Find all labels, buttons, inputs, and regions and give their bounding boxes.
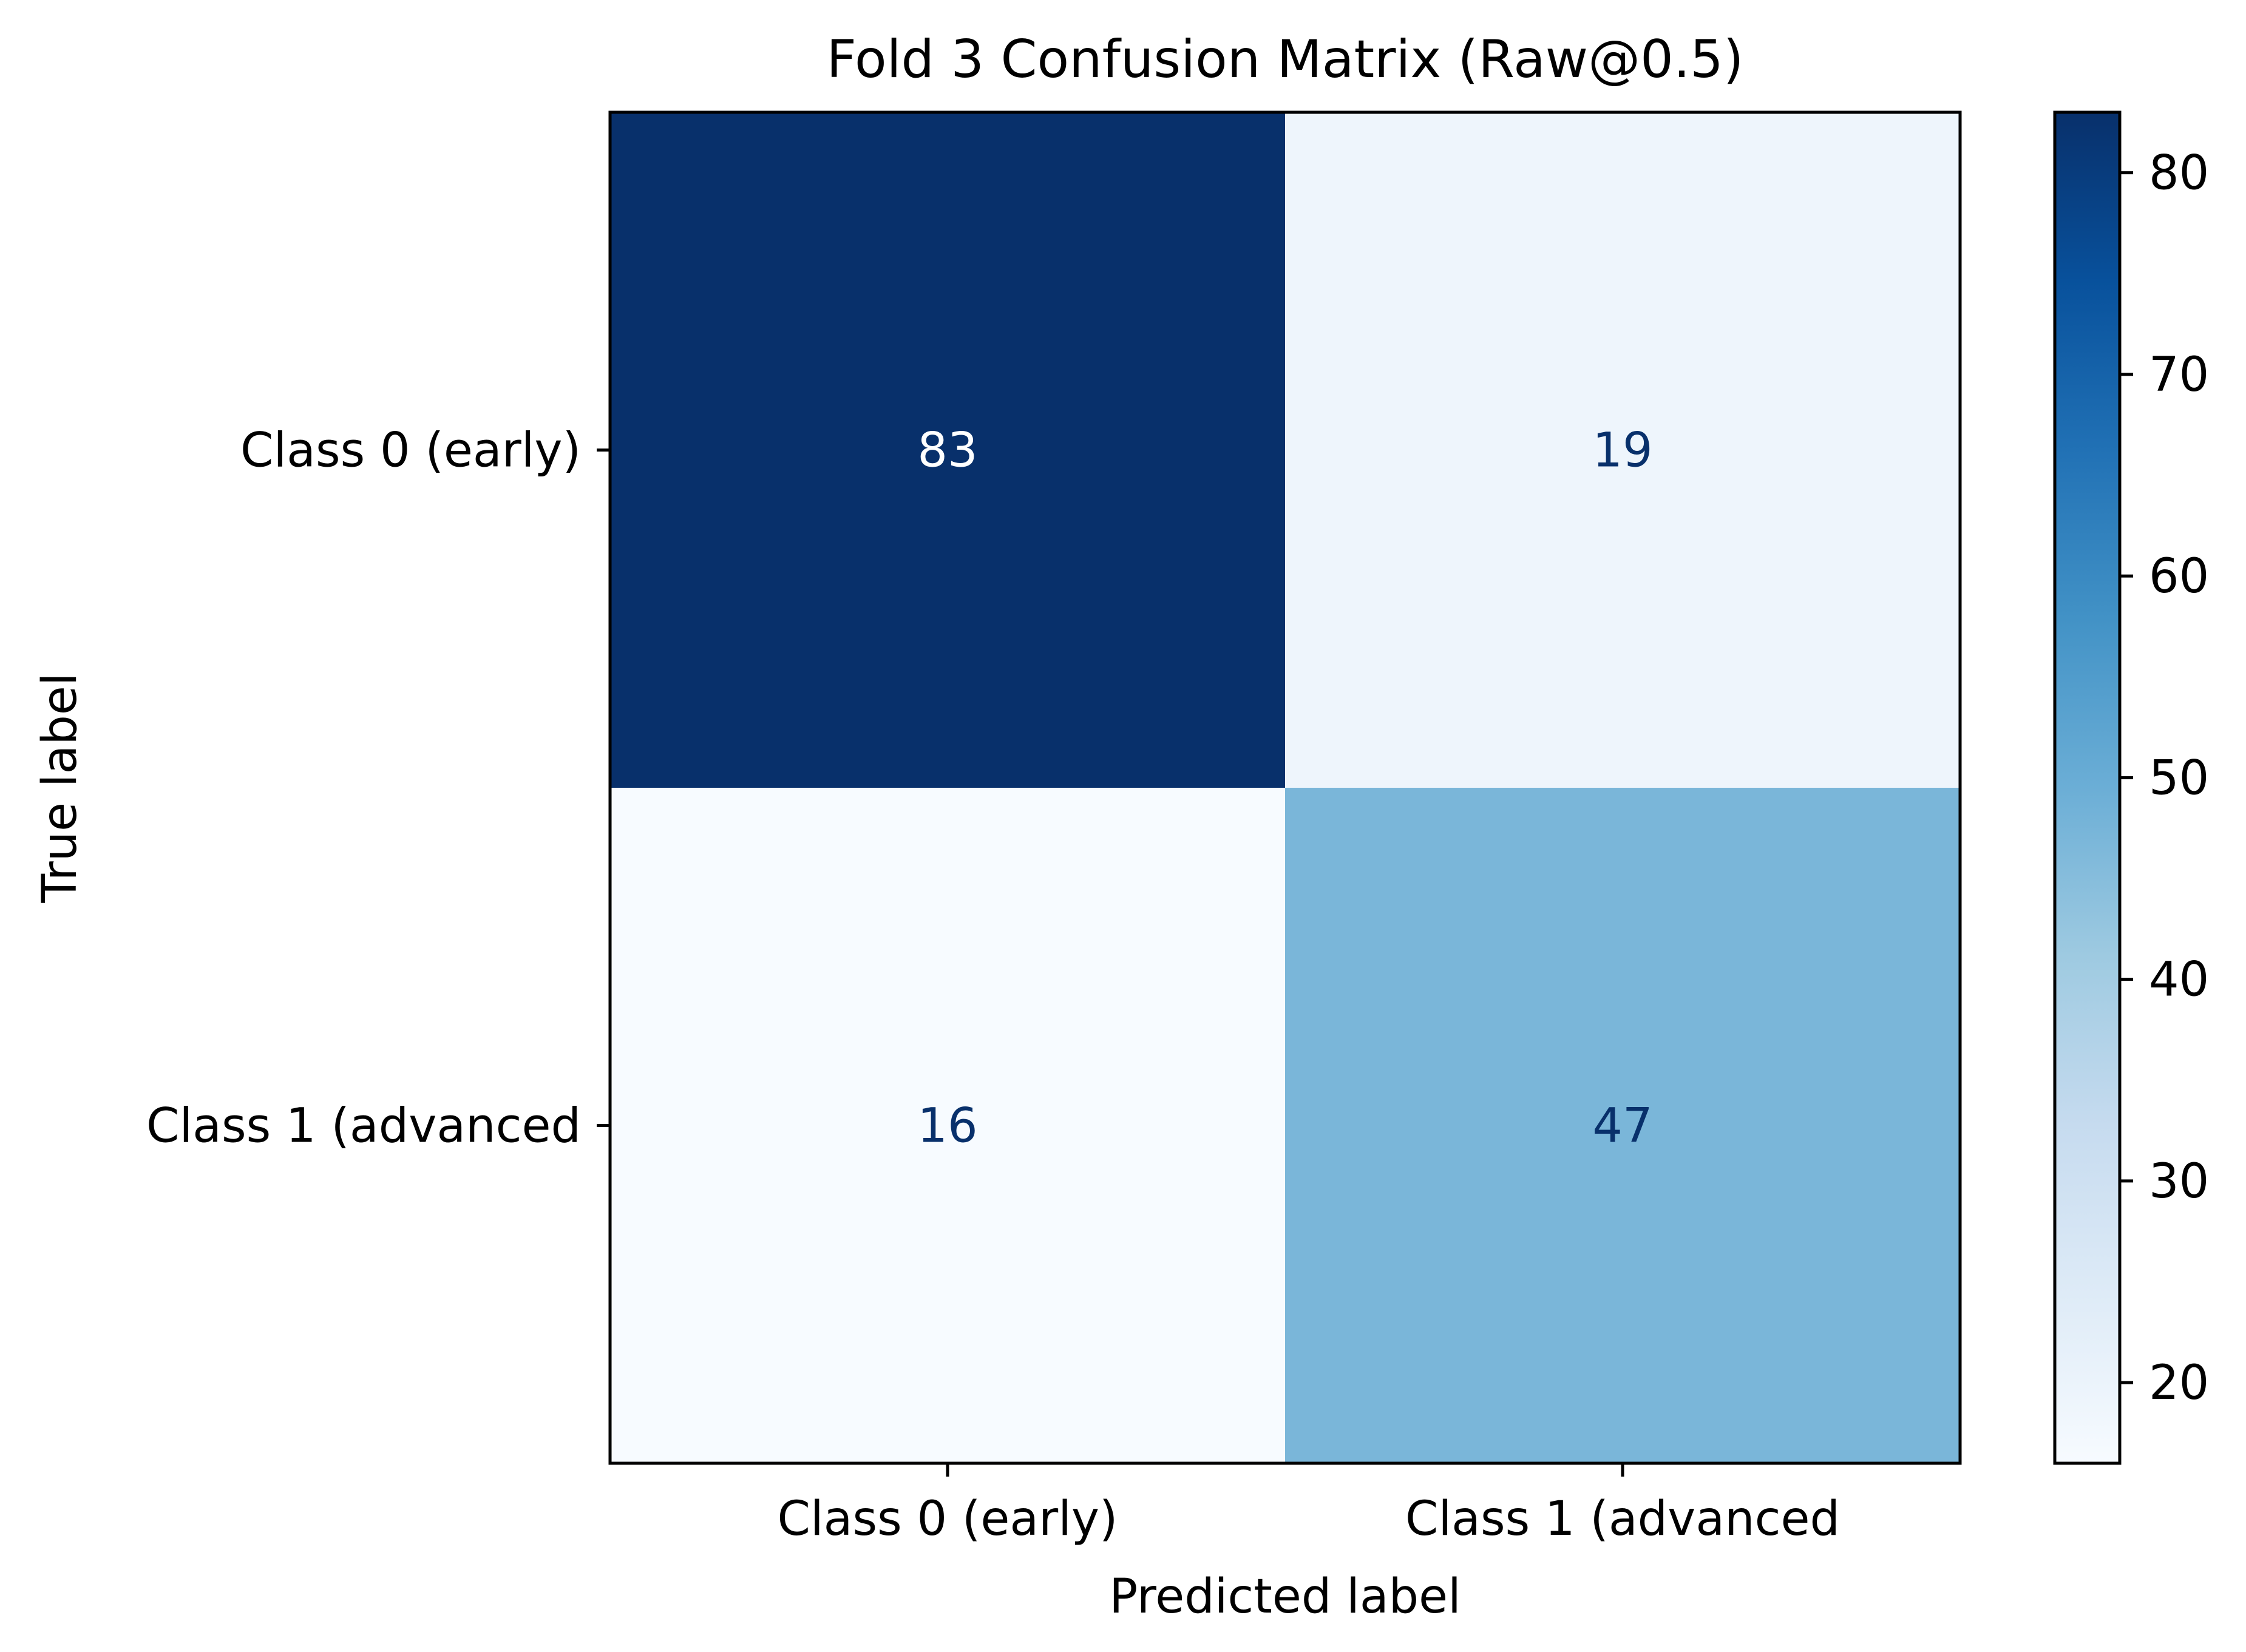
colorbar-tick-label: 60 [2149, 549, 2209, 604]
colorbar-tick-label: 70 [2149, 348, 2209, 402]
colorbar-tick-label: 20 [2149, 1356, 2209, 1410]
x-axis-label: Predicted label [1109, 1569, 1461, 1624]
y-tick-label: Class 0 (early) [240, 424, 581, 478]
plot-frame [608, 110, 1962, 1465]
cell-value-label: 83 [917, 424, 977, 478]
matrix-cells [610, 112, 1961, 1464]
y-tick-label: Class 1 (advanced [146, 1099, 581, 1154]
cell-value-label: 19 [1592, 424, 1652, 478]
cell-value-label: 47 [1592, 1099, 1652, 1154]
matrix-cell-labels: 83 19 16 47 [917, 424, 1652, 1154]
x-axis-ticks: Class 0 (early) Class 1 (advanced [778, 1463, 1840, 1546]
colorbar-ticks: 20 30 40 50 60 70 80 [2120, 146, 2209, 1410]
matrix-cell [1285, 112, 1961, 788]
x-tick-label: Class 1 (advanced [1405, 1492, 1840, 1546]
colorbar-tick-label: 30 [2149, 1154, 2209, 1209]
colorbar-tick-label: 40 [2149, 953, 2209, 1007]
y-axis-label: True label [33, 672, 87, 903]
chart-title: Fold 3 Confusion Matrix (Raw@0.5) [827, 29, 1744, 90]
matrix-cell [610, 112, 1286, 788]
colorbar: 20 30 40 50 60 70 80 [2053, 110, 2209, 1465]
colorbar-gradient [2053, 110, 2122, 1465]
colorbar-tick-label: 80 [2149, 146, 2209, 201]
y-axis-ticks: Class 0 (early) Class 1 (advanced [146, 424, 610, 1154]
x-tick-label: Class 0 (early) [778, 1492, 1118, 1546]
colorbar-tick-label: 50 [2149, 751, 2209, 805]
matrix-cell [610, 788, 1286, 1464]
matrix-cell [1285, 788, 1961, 1464]
cell-value-label: 16 [917, 1099, 977, 1154]
